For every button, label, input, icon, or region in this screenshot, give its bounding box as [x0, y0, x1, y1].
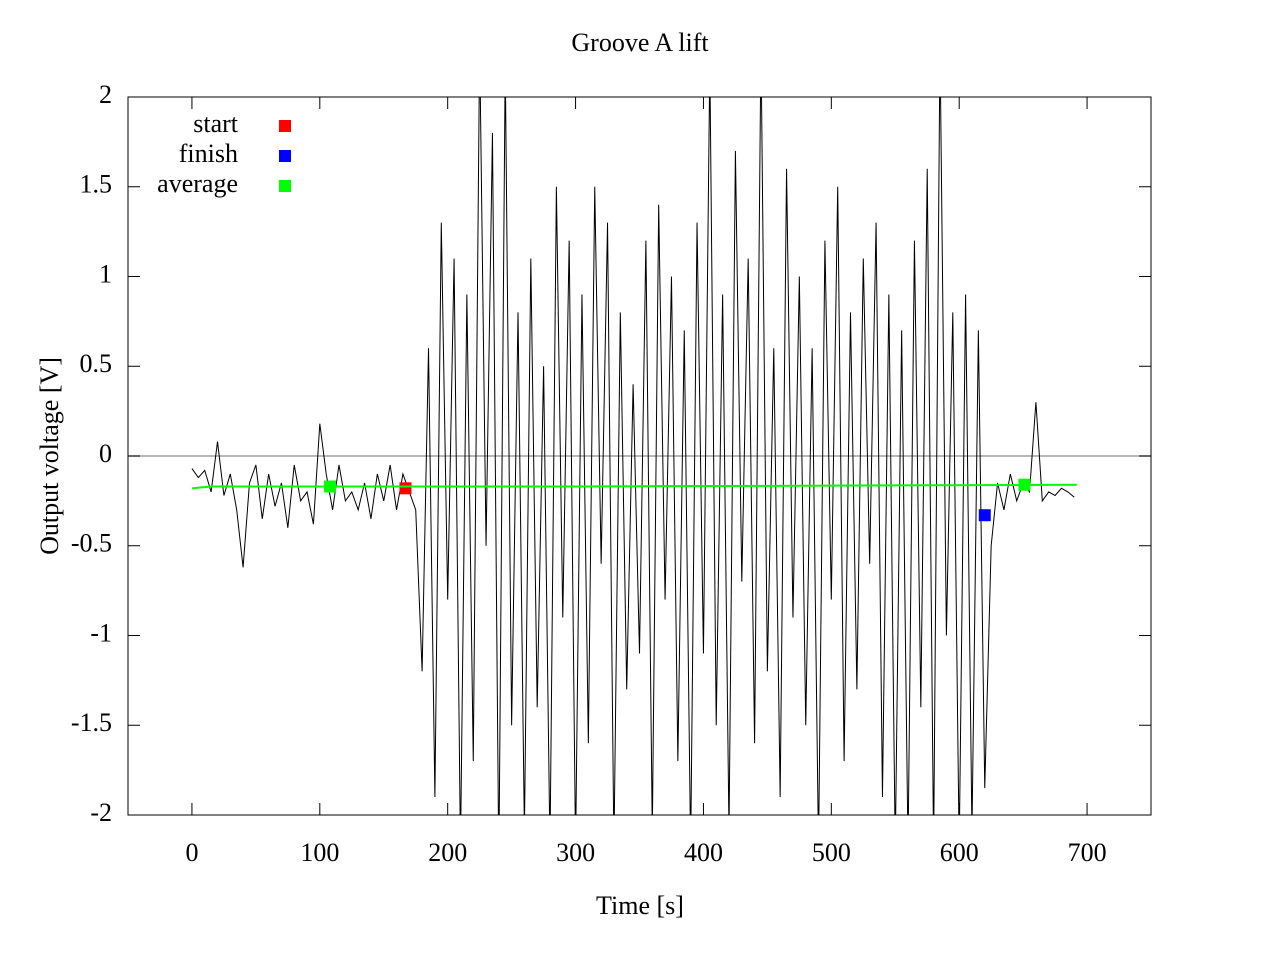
- x-axis-label: Time [s]: [596, 891, 684, 920]
- legend-swatch: [279, 120, 291, 132]
- y-axis-label: Output voltage [V]: [35, 357, 64, 555]
- y-tick-label: 1: [99, 259, 112, 288]
- legend-swatch: [279, 180, 291, 192]
- legend-label: finish: [179, 139, 238, 168]
- point: [399, 482, 412, 495]
- x-tick-label: 0: [185, 838, 198, 867]
- y-tick-label: -2: [90, 798, 112, 827]
- x-tick-label: 300: [556, 838, 595, 867]
- y-tick-label: 2: [99, 80, 112, 109]
- legend-label: average: [157, 169, 238, 198]
- x-tick-label: 400: [684, 838, 723, 867]
- point: [324, 480, 337, 493]
- chart-title: Groove A lift: [571, 28, 709, 57]
- plot-frame: [127, 96, 1152, 816]
- plot-area: [128, 97, 1151, 815]
- x-tick-label: 500: [812, 838, 851, 867]
- x-tick-label: 200: [428, 838, 467, 867]
- y-tick-label: 0: [99, 439, 112, 468]
- point: [978, 509, 991, 522]
- signal-line: [191, 97, 1075, 815]
- y-tick-label: 0.5: [80, 349, 113, 378]
- y-tick-label: -1.5: [71, 708, 112, 737]
- legend-label: start: [193, 109, 239, 138]
- x-tick-label: 600: [940, 838, 979, 867]
- legend-swatch: [279, 150, 291, 162]
- point: [1018, 478, 1031, 491]
- y-tick-label: 1.5: [80, 170, 113, 199]
- average-line: [191, 483, 1077, 490]
- y-tick-label: -1: [90, 618, 112, 647]
- y-tick-label: -0.5: [71, 529, 112, 558]
- x-tick-label: 100: [300, 838, 339, 867]
- x-tick-label: 700: [1068, 838, 1107, 867]
